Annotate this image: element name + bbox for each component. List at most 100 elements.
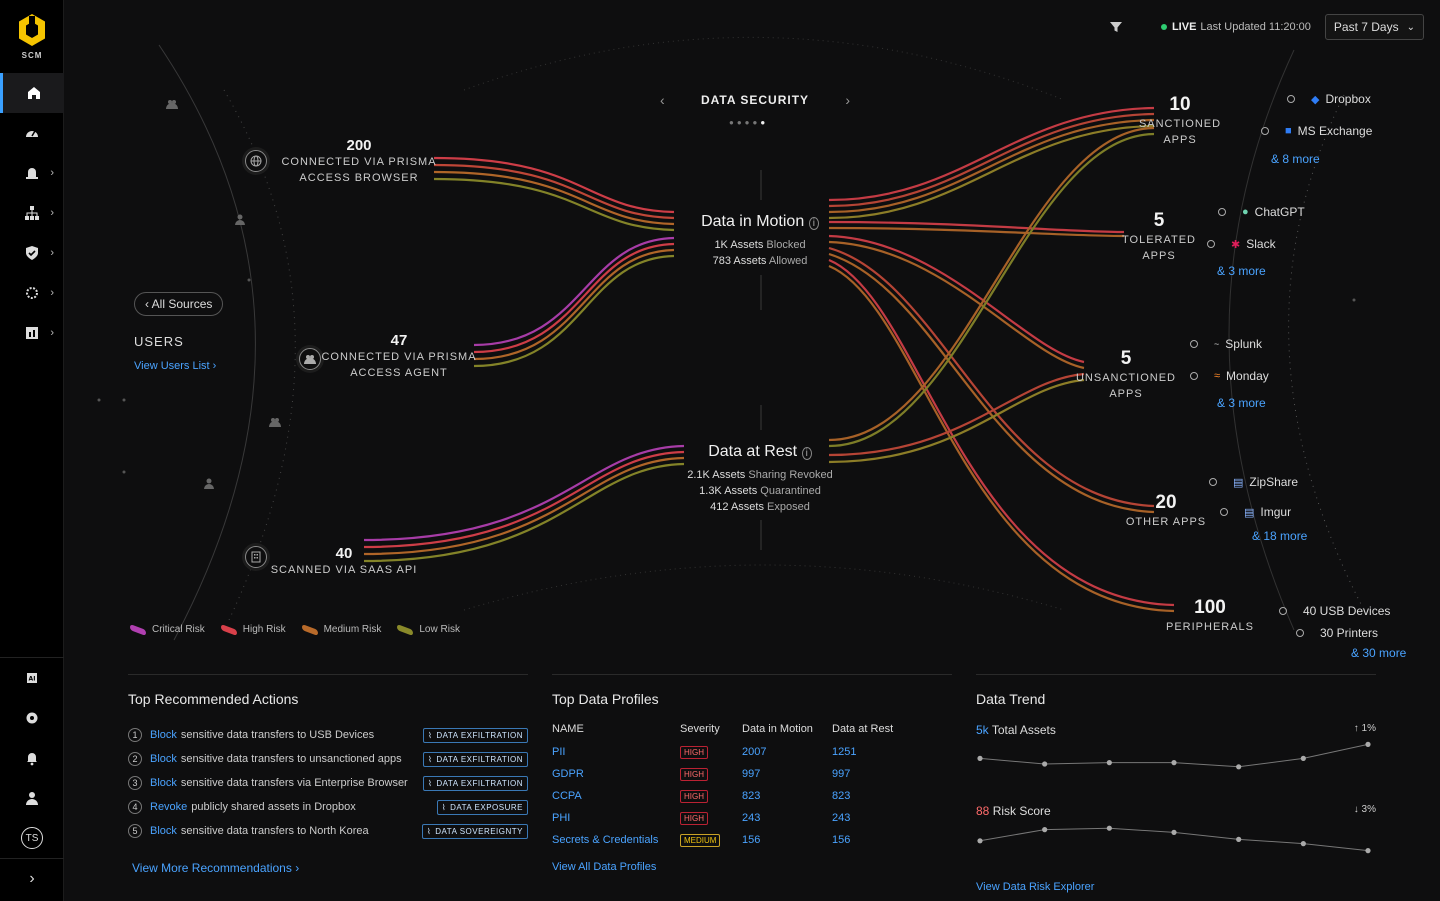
dest-other[interactable]: 20 OTHER APPS — [1116, 492, 1216, 530]
more-apps-link[interactable]: & 18 more — [1252, 529, 1308, 543]
action-verb-link[interactable]: Block — [150, 753, 177, 765]
app-item[interactable]: ≈ Monday — [1190, 369, 1269, 383]
assets-change: ↑ 1% — [1353, 723, 1376, 734]
dest-tolerated[interactable]: 5 TOLERATED APPS — [1109, 210, 1209, 264]
saas-source-node[interactable] — [245, 546, 267, 568]
sparkline-point[interactable] — [1236, 764, 1242, 770]
sparkline-point[interactable] — [1042, 761, 1048, 767]
profile-name[interactable]: Secrets & Credentials — [552, 834, 659, 846]
nav-notifications[interactable] — [0, 738, 64, 778]
expand-sidebar-button[interactable]: › — [0, 859, 64, 899]
data-in-motion-hub[interactable]: Data in Motion i 1K Assets Blocked 783 A… — [670, 213, 850, 269]
app-item[interactable]: 40 USB Devices — [1279, 604, 1390, 618]
nav-settings[interactable]: › — [0, 273, 64, 313]
action-verb-link[interactable]: Revoke — [150, 801, 188, 813]
app-item[interactable]: ◆ Dropbox — [1287, 92, 1371, 106]
profile-name[interactable]: GDPR — [552, 768, 584, 780]
app-item[interactable]: ▤ Imgur — [1220, 505, 1291, 519]
dest-peripherals[interactable]: 100 PERIPHERALS — [1160, 597, 1260, 635]
sparkline-point[interactable] — [1171, 829, 1177, 835]
assets-sparkline[interactable] — [976, 737, 1376, 777]
rest-value[interactable]: 1251 — [832, 746, 857, 758]
app-item[interactable]: ■ MS Exchange — [1261, 124, 1372, 138]
info-icon[interactable]: i — [801, 447, 812, 460]
nav-profile[interactable] — [0, 778, 64, 818]
sparkline-point[interactable] — [1236, 836, 1242, 842]
nav-ai[interactable]: AI — [0, 658, 64, 698]
low-swatch — [397, 623, 414, 636]
motion-value[interactable]: 2007 — [742, 746, 767, 758]
risk-sparkline[interactable] — [976, 818, 1376, 858]
motion-value[interactable]: 823 — [742, 790, 761, 802]
table-row[interactable]: Secrets & Credentials MEDIUM 156 156 — [552, 829, 922, 851]
more-apps-link[interactable]: & 3 more — [1217, 396, 1266, 410]
app-item[interactable]: ● ChatGPT — [1218, 205, 1305, 219]
motion-value[interactable]: 243 — [742, 812, 761, 824]
table-row[interactable]: GDPR HIGH 997 997 — [552, 763, 922, 785]
rest-value[interactable]: 997 — [832, 768, 851, 780]
browser-source-node[interactable] — [245, 150, 267, 172]
rest-value[interactable]: 243 — [832, 812, 851, 824]
view-all-profiles-link[interactable]: View All Data Profiles — [552, 857, 952, 875]
profile-name[interactable]: CCPA — [552, 790, 582, 802]
carousel-header: ‹ DATA SECURITY › — [660, 92, 850, 108]
carousel-next-button[interactable]: › — [845, 92, 850, 108]
sparkline-point[interactable] — [1365, 848, 1371, 854]
users-icon — [304, 355, 316, 364]
rest-value[interactable]: 823 — [832, 790, 851, 802]
nav-home[interactable] — [0, 73, 64, 113]
carousel-prev-button[interactable]: ‹ — [660, 92, 665, 108]
action-verb-link[interactable]: Block — [150, 729, 177, 741]
sparkline-point[interactable] — [1042, 827, 1048, 833]
app-item[interactable]: ~ Splunk — [1190, 337, 1262, 351]
sparkline-point[interactable] — [1171, 760, 1177, 766]
view-users-link[interactable]: View Users List › — [134, 356, 216, 374]
sparkline-point[interactable] — [1300, 755, 1306, 761]
app-item[interactable]: ▤ ZipShare — [1209, 475, 1298, 489]
dest-sanctioned[interactable]: 10 SANCTIONED APPS — [1130, 94, 1230, 148]
step-number: 4 — [128, 800, 142, 814]
app-item[interactable]: ✱ Slack — [1207, 237, 1276, 251]
table-row[interactable]: PHI HIGH 243 243 — [552, 807, 922, 829]
agent-source-node[interactable] — [299, 348, 321, 370]
nav-account[interactable]: TS — [0, 818, 64, 858]
more-apps-link[interactable]: & 30 more — [1351, 646, 1407, 660]
action-verb-link[interactable]: Block — [150, 825, 177, 837]
nav-reports[interactable]: › — [0, 313, 64, 353]
sparkline-point[interactable] — [1300, 841, 1306, 847]
sparkline-point[interactable] — [977, 838, 983, 844]
dest-count: 20 — [1155, 492, 1177, 513]
dest-unsanctioned[interactable]: 5 UNSANCTIONED APPS — [1066, 348, 1186, 402]
nav-network[interactable]: › — [0, 193, 64, 233]
action-verb-link[interactable]: Block — [150, 777, 177, 789]
more-apps-link[interactable]: & 8 more — [1271, 152, 1320, 166]
view-more-recommendations-link[interactable]: View More Recommendations › — [132, 859, 528, 877]
info-icon[interactable]: i — [808, 217, 819, 230]
svg-text:AI: AI — [29, 676, 36, 683]
sparkline-point[interactable] — [1106, 825, 1112, 831]
all-sources-button[interactable]: ‹ All Sources — [134, 292, 224, 316]
profile-name[interactable]: PII — [552, 746, 566, 758]
carousel-dots[interactable]: ●●●●● — [729, 118, 769, 127]
data-at-rest-hub[interactable]: Data at Rest i 2.1K Assets Sharing Revok… — [670, 443, 850, 515]
view-risk-explorer-link[interactable]: View Data Risk Explorer — [976, 877, 1376, 895]
nav-preferences[interactable] — [0, 698, 64, 738]
nav-dashboard[interactable] — [0, 113, 64, 153]
rest-value[interactable]: 156 — [832, 834, 851, 846]
motion-value[interactable]: 156 — [742, 834, 761, 846]
table-row[interactable]: PII HIGH 2007 1251 — [552, 741, 922, 763]
more-apps-link[interactable]: & 3 more — [1217, 264, 1266, 278]
source-agent: 47 CONNECTED VIA PRISMA ACCESS AGENT — [319, 332, 479, 381]
motion-value[interactable]: 997 — [742, 768, 761, 780]
sparkline-point[interactable] — [977, 755, 983, 761]
logo[interactable]: SCM — [0, 0, 64, 72]
nav-alerts[interactable]: › — [0, 153, 64, 193]
time-range-select[interactable]: Past 7 Days ⌄ — [1324, 14, 1424, 40]
app-item[interactable]: 30 Printers — [1296, 626, 1378, 640]
table-row[interactable]: CCPA HIGH 823 823 — [552, 785, 922, 807]
sparkline-point[interactable] — [1365, 741, 1371, 747]
sparkline-point[interactable] — [1106, 760, 1112, 766]
filter-icon[interactable] — [1109, 20, 1123, 34]
profile-name[interactable]: PHI — [552, 812, 571, 824]
nav-security[interactable]: › — [0, 233, 64, 273]
